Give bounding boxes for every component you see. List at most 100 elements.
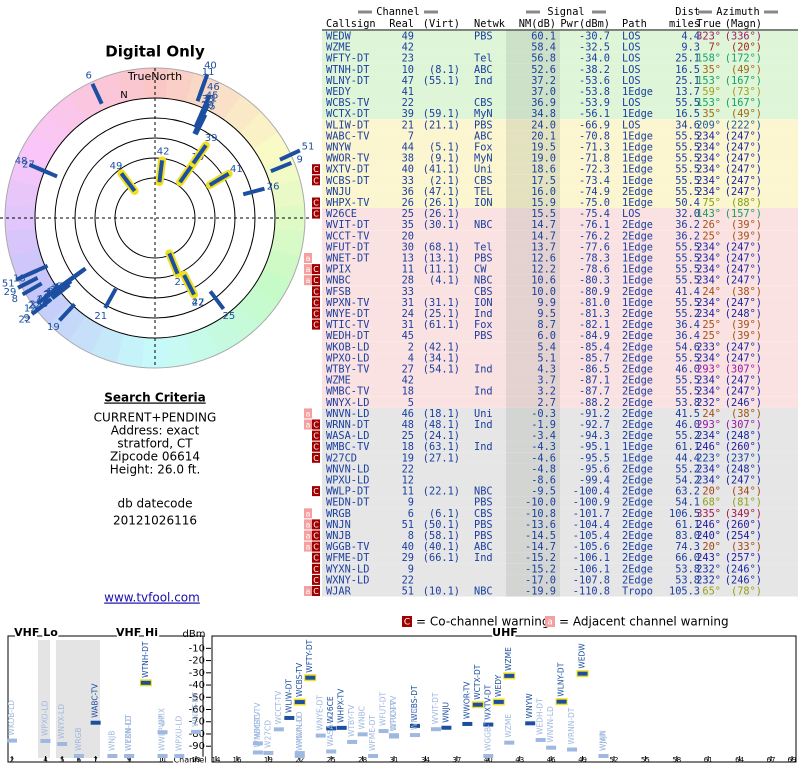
cell: 232° <box>696 397 721 409</box>
co-channel-mark: C <box>404 618 410 628</box>
spectrum-callsign: WCTX-DT <box>473 664 482 699</box>
signal-bar <box>103 287 118 309</box>
cell: WEDH-DT <box>326 330 369 342</box>
cell: (55.1) <box>423 75 460 87</box>
warning-flag <box>304 253 312 263</box>
cell: 223° <box>696 452 721 464</box>
cell: 2Edge <box>622 397 653 409</box>
cell: (10.1) <box>423 586 460 598</box>
cell: 51 <box>402 586 414 598</box>
row-bg <box>322 108 798 120</box>
cell: (247°) <box>725 264 762 276</box>
cell: -76.1 <box>579 219 610 231</box>
nm-cell <box>506 341 560 353</box>
spectrum-marker <box>483 722 494 727</box>
cell: 36 <box>402 186 414 198</box>
cell: LOS <box>622 75 641 87</box>
signal-channel: 45 <box>206 90 219 101</box>
row-bg <box>322 41 798 53</box>
warning-flag <box>312 574 320 585</box>
spectrum-marker <box>294 751 305 756</box>
cell: 68° <box>702 497 721 509</box>
row-bg <box>322 174 798 186</box>
cell: LOS <box>622 53 641 65</box>
cell: 4.4 <box>681 31 700 43</box>
cell: WNBC <box>326 275 351 287</box>
cell: WNYW <box>326 142 352 154</box>
warning-flag <box>312 441 320 452</box>
cell: 55.2 <box>675 430 700 442</box>
spectrum-callsign: WASA-LD <box>326 712 335 747</box>
spectrum-callsign: WEDN-DT <box>124 714 133 751</box>
cell: 293° <box>696 364 721 376</box>
cell: 37.0 <box>531 86 556 98</box>
cell: 42 <box>402 42 414 54</box>
cell: 26 <box>402 197 414 209</box>
row-bg <box>322 163 798 175</box>
x-tick-label: 43 <box>515 756 524 764</box>
cell: 2Edge <box>622 341 653 353</box>
cell: -53.9 <box>579 97 610 109</box>
row-bg <box>322 319 798 331</box>
cell: (4.1) <box>429 275 460 287</box>
spectrum-callsign: WCCT-TV <box>274 690 283 724</box>
cell: 26° <box>702 219 721 231</box>
x-tick-label: 4 <box>43 756 48 764</box>
cell: (167°) <box>725 75 762 87</box>
cell: 2Edge <box>622 319 653 331</box>
cell: (247°) <box>725 130 762 142</box>
cell: (307°) <box>725 419 762 431</box>
row-bg <box>322 529 798 542</box>
signal-channel: 31 <box>204 94 217 105</box>
cell: WNVN-LD <box>326 463 369 475</box>
cell: (54.1) <box>423 364 460 376</box>
cell: WLIW-DT <box>326 119 369 131</box>
cell: 234° <box>696 352 721 364</box>
site-link[interactable]: www.tvfool.com <box>104 591 200 605</box>
cell: -1.9 <box>531 419 556 431</box>
signal-channel: 19 <box>47 322 60 333</box>
y-tick-label: -70 <box>189 717 205 728</box>
cell: 234° <box>696 475 721 487</box>
spectrum-callsign: WNYX-LD <box>57 704 66 739</box>
cell: 106.5 <box>669 508 700 520</box>
spectrum-callsign: WFME-DT <box>368 715 377 751</box>
y-tick-label: -60 <box>189 705 205 716</box>
cell: (9.1) <box>429 153 460 165</box>
cell: 1Edge <box>622 142 653 154</box>
cell: -75.0 <box>579 197 610 209</box>
cell: -14.7 <box>525 541 556 553</box>
x-tick-label: 46 <box>547 756 556 764</box>
cell: PBS <box>474 530 493 542</box>
x-tick-label: 16 <box>232 756 241 764</box>
spectrum-marker <box>252 741 263 746</box>
cell: 55.5 <box>675 386 700 398</box>
signal-bar <box>182 274 196 296</box>
x-tick-label: 58 <box>672 756 681 764</box>
cell: 55.5 <box>675 264 700 276</box>
cell: 63.2 <box>675 486 700 498</box>
north-label: TrueNorth <box>127 70 182 83</box>
band-bg: VHF Lo <box>14 626 58 639</box>
row-bg <box>322 396 798 408</box>
cell: 55.2 <box>675 463 700 475</box>
cell: 34.6 <box>675 119 700 131</box>
nm-cell <box>506 507 560 519</box>
cell: (78°) <box>731 586 762 598</box>
cell: WZME <box>326 42 351 54</box>
cell: NBC <box>474 586 493 598</box>
cell: -9.5 <box>531 486 556 498</box>
cell: 233° <box>696 341 721 353</box>
x-tick-label: 5 <box>60 756 64 764</box>
cell: 234° <box>696 175 721 187</box>
cell: ABC <box>474 130 493 142</box>
cell: WEDY <box>326 86 352 98</box>
cell: (24.1) <box>423 430 460 442</box>
cell: -66.9 <box>579 119 610 131</box>
cell: 54.1 <box>675 497 700 509</box>
spectrum-callsign: WFSB <box>410 709 419 731</box>
cell: (247°) <box>725 352 762 364</box>
cell: 22 <box>402 574 414 586</box>
cell: 234° <box>696 386 721 398</box>
cell: 3.2 <box>537 386 556 398</box>
